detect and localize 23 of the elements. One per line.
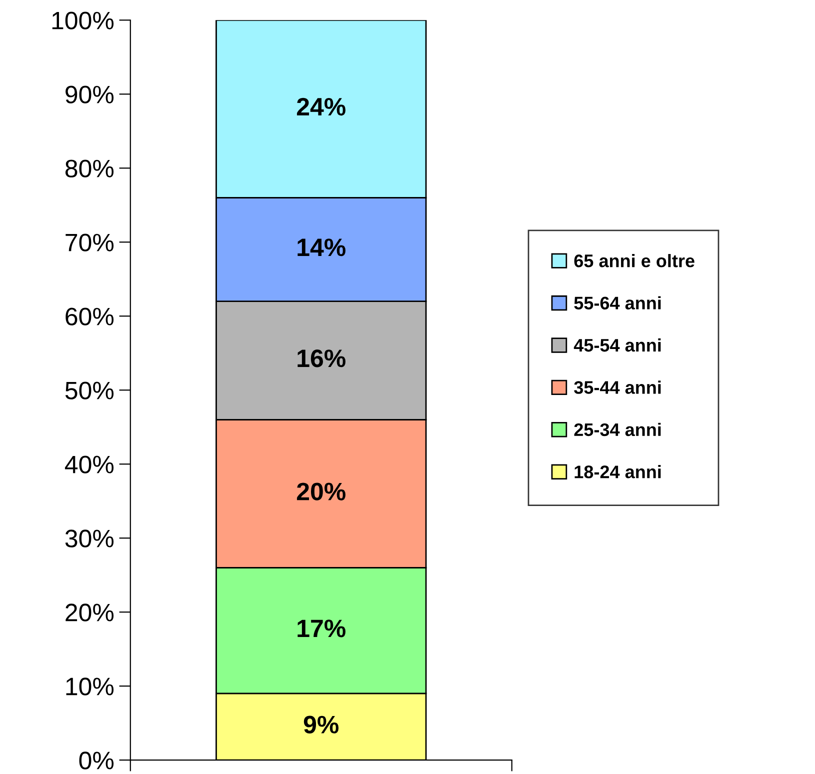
legend-label: 35-44 anni	[574, 380, 661, 394]
data-label: 16%	[298, 350, 346, 368]
data-label: 24%	[296, 98, 346, 116]
data-label: 20%	[296, 482, 346, 500]
y-tick-label: 100%	[52, 12, 114, 30]
legend-label: 55-64 anni	[574, 296, 661, 310]
data-label: 14%	[298, 238, 346, 256]
y-tick-label: 90%	[66, 86, 114, 104]
legend-label: 45-54 anni	[574, 338, 661, 352]
y-tick-label: 40%	[64, 456, 114, 474]
data-label: 17%	[298, 620, 346, 638]
legend-label: 18-24 anni	[574, 465, 661, 478]
data-label: 9%	[304, 716, 339, 734]
y-tick-label: 60%	[66, 308, 114, 326]
legend-label: 65 anni e oltre	[574, 254, 694, 268]
y-tick-label: 10%	[66, 678, 114, 696]
legend-label: 25-34 anni	[574, 422, 661, 436]
y-tick-label: 20%	[66, 604, 114, 622]
y-tick-label: 0%	[79, 752, 114, 770]
y-tick-label: 30%	[65, 530, 114, 548]
y-tick-label: 80%	[65, 160, 114, 178]
y-tick-label: 50%	[65, 382, 114, 400]
y-tick-label: 70%	[66, 234, 114, 252]
